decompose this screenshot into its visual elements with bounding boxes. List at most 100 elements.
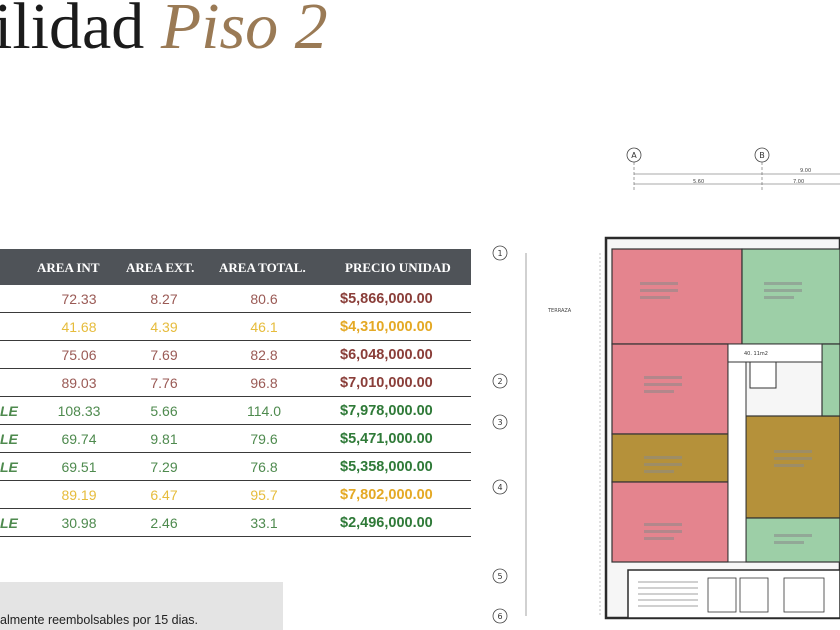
bathroom-stall (707, 577, 737, 613)
row-status: LE (0, 403, 18, 419)
unit-label-line (774, 450, 812, 453)
floor-plan: A B 9.00 5.60 7.00 1 2 3 4 5 6 TERRAZA (492, 147, 840, 624)
table-row: 75.06 7.69 82.8 $6,048,000.00 (0, 341, 471, 369)
price-cell: $7,010,000.00 (340, 375, 433, 391)
hallway (727, 361, 747, 563)
unit-label-line (644, 537, 674, 540)
unit-label-line (644, 470, 674, 473)
unit-label-line (774, 534, 812, 537)
grid-label: 1 (497, 249, 502, 258)
corridor-area-label: 40. 11m2 (744, 351, 768, 357)
price-cell: $5,358,000.00 (340, 459, 433, 475)
unit-label-line (764, 282, 802, 285)
dimension-label: 9.00 (800, 168, 811, 174)
grid-row-2: 2 (492, 373, 508, 389)
grid-label: 5 (497, 572, 502, 581)
price-cell: $7,978,000.00 (340, 403, 433, 419)
grid-row-6: 6 (492, 608, 508, 624)
unit-label-line (644, 376, 682, 379)
table-row: LE 69.51 7.29 76.8 $5,358,000.00 (0, 453, 471, 481)
header-area-int: AREA INT (37, 260, 100, 275)
area-total-cell: 82.8 (250, 347, 278, 363)
grid-bubble (626, 147, 642, 163)
area-total-cell: 46.1 (250, 319, 278, 335)
unit-label-line (644, 523, 682, 526)
area-int-cell: 69.74 (61, 431, 97, 447)
area-ext-cell: 7.76 (150, 375, 178, 391)
price-cell: $6,048,000.00 (340, 347, 433, 363)
unit-available (821, 343, 840, 417)
table-row: LE 30.98 2.46 33.1 $2,496,000.00 (0, 509, 471, 537)
header-area-total: AREA TOTAL. (219, 260, 306, 275)
grid-row-3: 3 (492, 414, 508, 430)
footnote-box: almente reembolsables por 15 dias. (0, 582, 283, 630)
price-cell: $2,496,000.00 (340, 515, 433, 531)
dimension-label: 7.00 (793, 179, 804, 185)
table-row: 89.19 6.47 95.7 $7,802,000.00 (0, 481, 471, 509)
page-title: ilidad Piso 2 (0, 0, 328, 60)
grid-row-4: 4 (492, 479, 508, 495)
table-header: AREA INT AREA EXT. AREA TOTAL. PRECIO UN… (0, 249, 471, 285)
table-row: 72.33 8.27 80.6 $5,866,000.00 (0, 285, 471, 313)
table-row: LE 69.74 9.81 79.6 $5,471,000.00 (0, 425, 471, 453)
area-int-cell: 72.33 (61, 291, 97, 307)
area-total-cell: 96.8 (250, 375, 278, 391)
grid-column-a: A (626, 147, 642, 190)
unit-label-line (640, 282, 678, 285)
grid-label: 6 (497, 612, 502, 621)
area-int-cell: 41.68 (61, 319, 97, 335)
footnote-text: almente reembolsables por 15 dias. (0, 613, 199, 627)
area-int-cell: 108.33 (57, 403, 101, 419)
row-status: LE (0, 459, 18, 475)
unit-sold (611, 481, 729, 563)
price-cell: $5,866,000.00 (340, 291, 433, 307)
bathroom-stall (739, 577, 769, 613)
grid-label: 4 (497, 483, 502, 492)
bathroom-stall (783, 577, 825, 613)
area-int-cell: 89.03 (61, 375, 97, 391)
terraza-label: TERRAZA (547, 308, 572, 314)
area-ext-cell: 7.69 (150, 347, 178, 363)
unit-label-line (644, 530, 682, 533)
area-ext-cell: 5.66 (150, 403, 178, 419)
area-ext-cell: 6.47 (150, 487, 178, 503)
unit-sold (611, 248, 743, 345)
unit-label-line (774, 457, 812, 460)
area-total-cell: 33.1 (250, 515, 278, 531)
area-int-cell: 69.51 (61, 459, 97, 475)
header-precio-unidad: PRECIO UNIDAD (345, 260, 451, 275)
unit-label-line (640, 296, 670, 299)
header-area-ext: AREA EXT. (126, 260, 195, 275)
area-int-cell: 30.98 (61, 515, 97, 531)
title-main: ilidad (0, 0, 145, 63)
grid-bubble (754, 147, 770, 163)
grid-column-b: B (754, 147, 770, 190)
table-row: 41.68 4.39 46.1 $4,310,000.00 (0, 313, 471, 341)
unit-label-line (644, 456, 682, 459)
area-total-cell: 76.8 (250, 459, 278, 475)
grid-bubble (492, 568, 508, 584)
area-total-cell: 95.7 (250, 487, 278, 503)
grid-bubble (492, 373, 508, 389)
unit-label-line (764, 289, 802, 292)
unit-sold (611, 343, 729, 435)
grid-row-5: 5 (492, 568, 508, 584)
price-table: AREA INT AREA EXT. AREA TOTAL. PRECIO UN… (0, 249, 471, 537)
grid-bubble (492, 608, 508, 624)
grid-label: B (759, 151, 765, 160)
price-cell: $4,310,000.00 (340, 319, 433, 335)
corridor (727, 343, 823, 363)
grid-label: A (631, 151, 637, 160)
area-ext-cell: 2.46 (150, 515, 178, 531)
unit-label-line (644, 390, 674, 393)
area-total-cell: 114.0 (247, 403, 281, 419)
row-status: LE (0, 515, 18, 531)
unit-label-line (640, 289, 678, 292)
unit-label-line (764, 296, 794, 299)
area-int-cell: 75.06 (61, 347, 97, 363)
grid-bubble (492, 414, 508, 430)
area-ext-cell: 7.29 (150, 459, 178, 475)
area-ext-cell: 9.81 (150, 431, 178, 447)
area-total-cell: 80.6 (250, 291, 278, 307)
grid-label: 2 (497, 377, 502, 386)
